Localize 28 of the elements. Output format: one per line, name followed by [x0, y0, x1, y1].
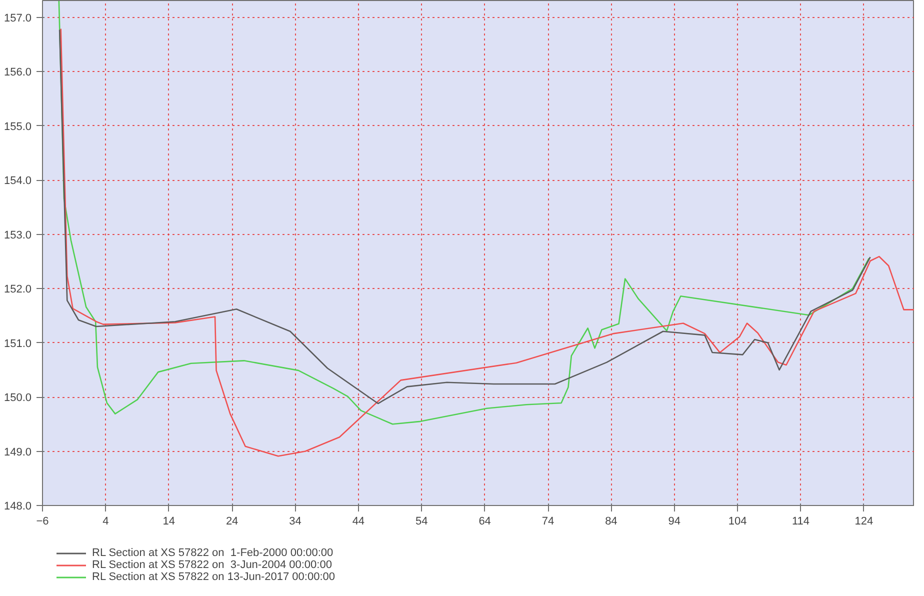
y-tick-label: 155.0: [4, 120, 32, 133]
x-tick-label: 74: [542, 516, 554, 528]
x-tick-label: −6: [36, 516, 49, 528]
y-tick-label: 150.0: [4, 392, 32, 404]
x-tick-label: 14: [162, 516, 176, 528]
x-tick-label: 44: [352, 516, 365, 528]
y-tick-label: 157.0: [4, 12, 32, 24]
legend-label: RL Section at XS 57822 on 13-Jun-2017 00:00:00: [92, 571, 335, 583]
y-tick-label: 149.0: [4, 446, 32, 458]
line-series: [60, 28, 914, 457]
x-tick-label: 34: [289, 516, 302, 528]
y-tick-label: 154.0: [4, 175, 32, 188]
x-tick-label: 54: [416, 516, 428, 528]
x-tick-label: 124: [854, 516, 874, 528]
x-tick-label: 4: [102, 516, 109, 528]
legend-label: RL Section at XS 57822 on 1-Feb-2000 00:00:00: [92, 547, 334, 559]
x-tick-label: 84: [605, 516, 618, 528]
x-tick-label: 94: [668, 516, 681, 528]
y-tick-label: 151.0: [4, 338, 32, 350]
y-tick-label: 152.0: [4, 284, 32, 296]
y-tick-label: 156.0: [4, 66, 32, 79]
legend-label: RL Section at XS 57822 on 3-Jun-2004 00:00:00: [92, 559, 332, 571]
x-tick-label: 64: [478, 516, 491, 528]
x-tick-label: 24: [226, 516, 238, 528]
x-tick-label: 114: [792, 516, 810, 528]
x-tick-label: 104: [728, 516, 747, 528]
y-tick-label: 153.0: [4, 229, 32, 242]
y-tick-label: 148.0: [4, 500, 32, 512]
